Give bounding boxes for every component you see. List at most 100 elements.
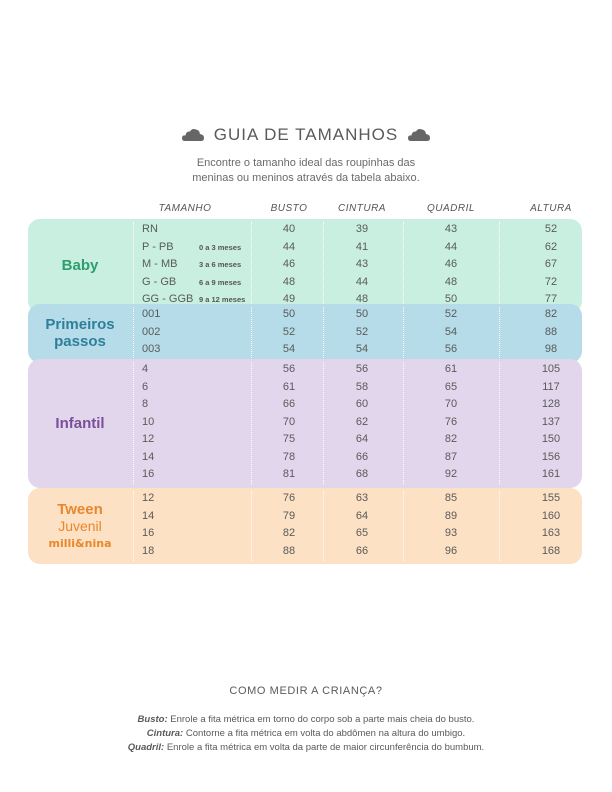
age-range: 3 a 6 meses: [199, 260, 242, 269]
altura-cell: 72: [544, 275, 558, 288]
busto-cell: 48: [282, 275, 296, 288]
how-to-item: Busto: Enrole a fita métrica em torno do…: [0, 713, 612, 727]
subtitle: Encontre o tamanho ideal das roupinhas d…: [0, 156, 612, 186]
cintura-cell: 62: [355, 415, 369, 428]
group-label: Infantil: [28, 415, 132, 432]
column-header: ALTURA: [530, 203, 572, 214]
group-label-line: Juvenil: [58, 517, 102, 534]
altura-cell: 160: [541, 509, 561, 522]
cintura-cell: 39: [355, 223, 369, 235]
busto-cell: 54: [282, 343, 296, 355]
column-separator: [499, 222, 500, 310]
busto-cell: 78: [282, 450, 296, 463]
quadril-cell: 92: [444, 468, 458, 480]
column-separator: [499, 362, 500, 485]
group-label: Baby: [28, 257, 132, 274]
altura-cell: 156: [541, 450, 561, 463]
group-label-line: Tween: [57, 500, 103, 518]
subtitle-line: Encontre o tamanho ideal das roupinhas d…: [196, 157, 416, 169]
altura-cell: 168: [541, 544, 561, 557]
group-label-line: passos: [54, 333, 106, 351]
column-separator: [251, 362, 252, 485]
size-cell: 12: [142, 433, 155, 445]
page-title: GUIA DE TAMANHOS: [213, 125, 399, 144]
group-label-line: Primeiros: [45, 316, 115, 334]
altura-cell: 150: [541, 433, 561, 445]
cintura-cell: 66: [355, 450, 369, 463]
altura-cell: 105: [541, 363, 561, 375]
quadril-cell: 89: [444, 509, 458, 522]
altura-cell: 117: [542, 380, 560, 393]
size-cell: 14: [142, 509, 155, 522]
column-separator: [133, 307, 134, 360]
size-cell: 12: [142, 492, 155, 504]
busto-cell: 40: [282, 223, 296, 235]
column-separator: [403, 222, 404, 310]
cloud-icon: [408, 129, 431, 141]
column-separator: [133, 362, 134, 485]
busto-cell: 75: [282, 433, 296, 445]
size-cell: 18: [142, 544, 155, 557]
altura-cell: 128: [541, 398, 561, 410]
quadril-cell: 96: [444, 544, 458, 557]
cintura-cell: 56: [355, 363, 369, 375]
busto-cell: 50: [282, 308, 296, 320]
how-to-item: Quadril: Enrole a fita métrica em volta …: [0, 741, 612, 755]
cintura-cell: 68: [355, 468, 369, 480]
busto-cell: 66: [282, 398, 296, 410]
quadril-cell: 93: [444, 527, 458, 539]
busto-cell: 56: [282, 363, 296, 375]
size-group: [28, 304, 582, 363]
busto-cell: 81: [282, 468, 296, 480]
cintura-cell: 43: [355, 258, 369, 270]
size-cell: 002: [142, 325, 161, 338]
column-separator: [499, 491, 500, 561]
size-cell: 16: [142, 527, 155, 539]
column-separator: [403, 362, 404, 485]
how-to-term: Busto:: [137, 714, 168, 725]
busto-cell: 70: [282, 415, 296, 428]
title-row: GUIA DE TAMANHOS: [0, 124, 612, 146]
size-cell: 003: [142, 343, 161, 355]
cintura-cell: 63: [355, 492, 369, 504]
quadril-cell: 61: [444, 363, 458, 375]
age-range: 9 a 12 meses: [199, 295, 246, 304]
cintura-cell: 54: [355, 343, 369, 355]
group-label-line: Infantil: [55, 414, 105, 432]
cintura-cell: 65: [355, 527, 369, 539]
size-cell: RN: [142, 223, 158, 235]
quadril-cell: 56: [444, 343, 458, 355]
how-to-term: Cintura:: [146, 728, 184, 739]
quadril-cell: 52: [444, 308, 458, 320]
quadril-cell: 43: [444, 223, 458, 235]
quadril-cell: 70: [444, 398, 458, 410]
size-cell: M - MB: [142, 258, 178, 270]
column-separator: [251, 222, 252, 310]
quadril-cell: 82: [444, 433, 458, 445]
group-label-line: Baby: [61, 257, 99, 275]
subtitle-line: meninas ou meninos através da tabela aba…: [192, 172, 420, 184]
quadril-cell: 46: [444, 258, 458, 270]
age-range: 0 a 3 meses: [199, 242, 242, 252]
size-cell: 14: [142, 450, 155, 463]
altura-cell: 82: [544, 308, 558, 320]
column-separator: [323, 362, 324, 485]
size-group: [28, 219, 582, 313]
size-cell: 6: [142, 380, 149, 393]
busto-cell: 79: [282, 509, 296, 522]
column-separator: [499, 307, 500, 360]
column-separator: [251, 491, 252, 561]
cintura-cell: 64: [355, 433, 369, 445]
how-to-text: Enrole a fita métrica em volta da parte …: [164, 742, 485, 753]
altura-cell: 88: [544, 325, 558, 338]
cintura-cell: 58: [355, 380, 369, 393]
size-cell: 4: [142, 363, 149, 375]
quadril-cell: 48: [444, 275, 458, 288]
cintura-cell: 60: [355, 398, 369, 410]
size-cell: 8: [142, 398, 149, 410]
busto-cell: 76: [282, 492, 296, 504]
altura-cell: 67: [544, 258, 558, 270]
column-separator: [403, 307, 404, 360]
column-header: CINTURA: [338, 203, 386, 214]
quadril-cell: 85: [444, 492, 458, 504]
